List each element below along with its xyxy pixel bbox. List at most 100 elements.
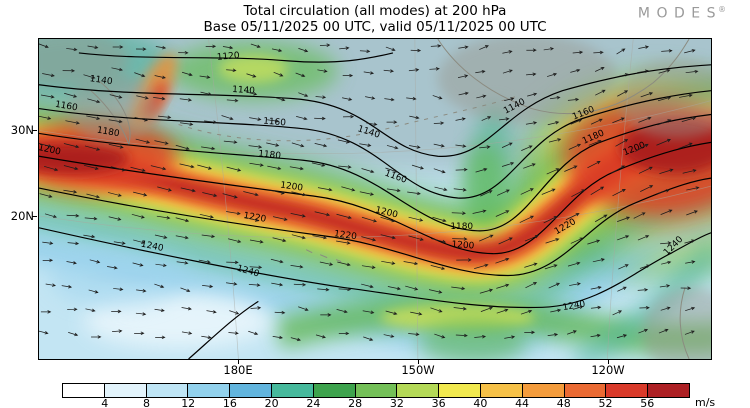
- wind-arrow: [150, 165, 167, 171]
- lon-label-120w: 120W: [591, 363, 625, 377]
- wind-arrow: [43, 165, 59, 172]
- colorbar-tick-label: 24: [306, 397, 321, 408]
- wind-arrow: [226, 260, 239, 265]
- wind-arrow: [178, 50, 189, 55]
- wind-arrow: [336, 309, 348, 314]
- wind-arrow: [198, 259, 211, 264]
- wind-arrow: [136, 289, 147, 293]
- wind-arrow: [272, 335, 284, 340]
- colorbar-cell: [397, 384, 440, 397]
- wind-arrow: [61, 285, 73, 289]
- wind-arrow: [475, 69, 486, 74]
- wind-arrow: [84, 145, 101, 151]
- wind-arrow: [113, 287, 124, 291]
- wind-max-west-core: [39, 142, 129, 175]
- wind-arrow: [433, 143, 445, 148]
- wind-arrow: [617, 73, 629, 77]
- colorbar-tick-label: 44: [515, 397, 530, 408]
- wind-arrow: [295, 72, 306, 78]
- lon-tick-180e: [238, 360, 239, 364]
- colorbar-unit: m/s: [695, 396, 716, 408]
- wind-arrow: [338, 331, 350, 336]
- wind-arrow: [88, 289, 99, 294]
- meridian-120w: [606, 39, 634, 359]
- wind-arrow: [289, 166, 304, 171]
- wind-arrow: [572, 50, 584, 55]
- wind-arrow: [501, 142, 513, 148]
- wind-arrow: [616, 48, 626, 55]
- wind-arrow: [228, 331, 239, 335]
- coastline-islands: [305, 249, 342, 263]
- wind-arrow: [44, 213, 57, 219]
- wind-arrow: [176, 261, 189, 265]
- wind-arrow: [661, 49, 673, 53]
- wind-arrow: [134, 72, 146, 78]
- wind-arrow: [86, 115, 101, 120]
- wind-arrow: [39, 330, 49, 335]
- wind-arrow: [615, 139, 629, 147]
- contour-label: 1120: [216, 51, 240, 63]
- wind-arrow: [269, 189, 285, 195]
- wind-arrow: [635, 143, 649, 152]
- wind-arrow: [112, 45, 124, 49]
- wind-arrow: [502, 50, 513, 54]
- contour-1160: [39, 90, 711, 199]
- wind-arrow: [248, 283, 261, 287]
- wind-arrow: [359, 49, 371, 53]
- wind-arrow: [474, 334, 487, 339]
- wind-arrow: [405, 285, 419, 291]
- wind-arrow: [108, 216, 122, 221]
- wind-arrow: [406, 96, 417, 101]
- wind-arrow: [267, 165, 282, 171]
- wind-arrow: [199, 75, 211, 79]
- chart-subtitle: Base 05/11/2025 00 UTC, valid 05/11/2025…: [203, 19, 547, 35]
- wind-arrow: [154, 283, 165, 289]
- contour-label: 1220: [243, 211, 267, 225]
- wind-arrow: [291, 234, 306, 240]
- wind-arrow: [65, 120, 80, 125]
- wind-arrow: [684, 330, 695, 335]
- wind-arrow: [502, 69, 513, 74]
- wind-arrow: [180, 122, 194, 126]
- wind-arrow: [407, 191, 421, 196]
- colorbar-tick-labels: 4 8 12 16 20 24 28 32 36 40 44 48 52 56: [63, 397, 689, 408]
- wind-arrow: [249, 265, 263, 270]
- modes-logo-text: MODES: [637, 5, 722, 22]
- wind-arrow: [107, 265, 118, 270]
- wind-arrow: [68, 332, 79, 337]
- wind-arrow: [569, 282, 581, 286]
- wind-arrow: [87, 45, 99, 49]
- colorbar: [62, 383, 690, 398]
- wind-arrow: [410, 311, 423, 316]
- wind-arrow: [204, 120, 218, 124]
- map-frame: 1120 1140 1140 1140 1140 1160 1160 1160 1160 1180…: [38, 38, 712, 360]
- colorbar-cell: [355, 384, 398, 397]
- wind-arrow: [66, 261, 77, 265]
- colorbar-cell: [522, 384, 565, 397]
- contour-label: 1180: [258, 149, 282, 161]
- wind-arrow: [640, 185, 654, 192]
- wind-arrow: [458, 45, 469, 49]
- wind-arrow: [479, 288, 494, 294]
- wind-arrow: [155, 263, 167, 268]
- wind-arrow: [479, 145, 491, 149]
- wind-arrow: [451, 211, 466, 215]
- contour-label: 1160: [263, 117, 287, 129]
- contour-1180: [39, 113, 711, 232]
- wind-arrow: [640, 92, 654, 98]
- wind-arrow: [64, 92, 78, 98]
- chart-title: Total circulation (all modes) at 200 hPa: [243, 3, 507, 19]
- wind-arrow: [453, 188, 467, 192]
- lon-tick-150w: [418, 360, 419, 364]
- wind-arrow: [39, 143, 52, 148]
- wind-arrow: [315, 334, 326, 339]
- wind-arrow: [110, 166, 126, 172]
- wind-arrow: [225, 282, 238, 286]
- wind-arrow: [201, 335, 212, 339]
- wind-arrow: [527, 92, 538, 97]
- wind-arrow: [63, 143, 80, 149]
- wind-arrow: [571, 189, 586, 198]
- wind-arrow: [657, 119, 672, 126]
- wind-arrow: [180, 287, 191, 292]
